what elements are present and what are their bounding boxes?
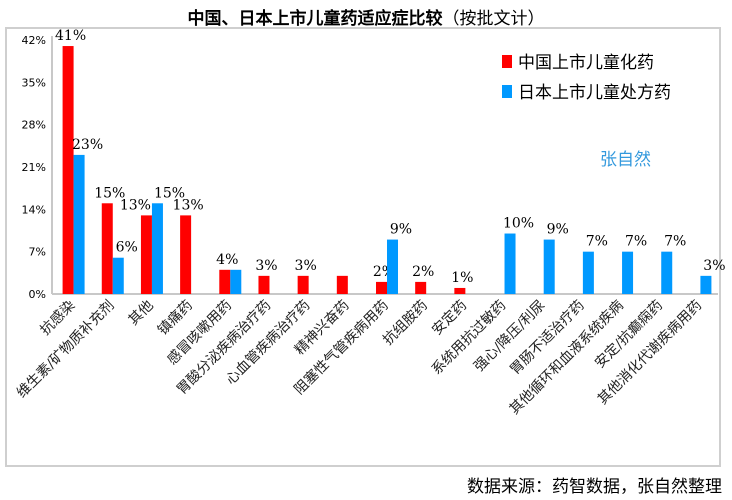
bar-china (336, 275, 348, 294)
data-label: 9% (390, 222, 412, 238)
legend-entry: 日本上市儿童处方药 (518, 83, 671, 103)
x-tick-label: 安定/抗癫痫药 (591, 297, 666, 372)
bar-japan (151, 203, 163, 294)
bar-china (219, 269, 231, 294)
y-tick-label: 0% (29, 288, 46, 301)
bar-japan (582, 251, 594, 294)
legend-swatch (502, 85, 512, 98)
chart-title: 中国、日本上市儿童药适应症比较（按批文计） (0, 4, 732, 29)
bar-china (415, 281, 427, 294)
y-tick-label: 21% (22, 161, 46, 174)
bar-japan (622, 251, 634, 294)
data-label: 13% (173, 197, 204, 213)
x-tick-label: 其他 (126, 298, 157, 329)
bar-japan (504, 233, 516, 294)
data-label: 3% (255, 258, 277, 274)
legend-swatch (502, 55, 512, 68)
bar-japan (387, 239, 398, 294)
data-label: 13% (120, 197, 151, 213)
data-label: 4% (216, 252, 238, 268)
data-label: 10% (503, 216, 534, 232)
data-label: 7% (586, 234, 608, 250)
bar-china (297, 275, 309, 294)
bar-japan (230, 269, 242, 294)
bar-china (376, 281, 387, 294)
data-label: 1% (451, 270, 473, 286)
data-label: 7% (664, 234, 686, 250)
legend-entry: 中国上市儿童化药 (518, 53, 654, 73)
bar-japan (543, 239, 555, 294)
bar-china (258, 275, 270, 294)
bar-china (62, 46, 74, 294)
bar-japan (700, 275, 712, 294)
data-label: 41% (55, 28, 86, 44)
y-tick-label: 7% (29, 246, 46, 259)
bar-japan (112, 257, 124, 294)
data-label: 9% (547, 222, 569, 238)
subtitle-text: （按批文计） (442, 9, 545, 29)
watermark: 张自然 (600, 150, 651, 170)
bar-china (454, 287, 466, 294)
y-tick-label: 14% (22, 203, 46, 216)
y-tick-label: 42% (22, 34, 46, 47)
title-text: 中国、日本上市儿童药适应症比较 (187, 9, 443, 29)
bar-japan (73, 154, 85, 294)
bar-china (101, 203, 113, 294)
y-tick-label: 28% (22, 119, 46, 132)
data-label: 7% (625, 234, 647, 250)
source-note: 数据来源：药智数据，张自然整理 (467, 477, 722, 497)
y-tick-label: 35% (22, 76, 46, 89)
data-label: 2% (412, 264, 434, 280)
chart-frame (5, 27, 721, 467)
bar-japan (661, 251, 673, 294)
data-label: 3% (703, 258, 725, 274)
data-label: 15% (154, 185, 185, 201)
bar-china (180, 215, 192, 294)
data-label: 6% (116, 240, 138, 256)
data-label: 3% (295, 258, 317, 274)
data-label: 23% (72, 137, 103, 153)
data-label: 15% (94, 185, 125, 201)
bar-china (140, 215, 152, 294)
